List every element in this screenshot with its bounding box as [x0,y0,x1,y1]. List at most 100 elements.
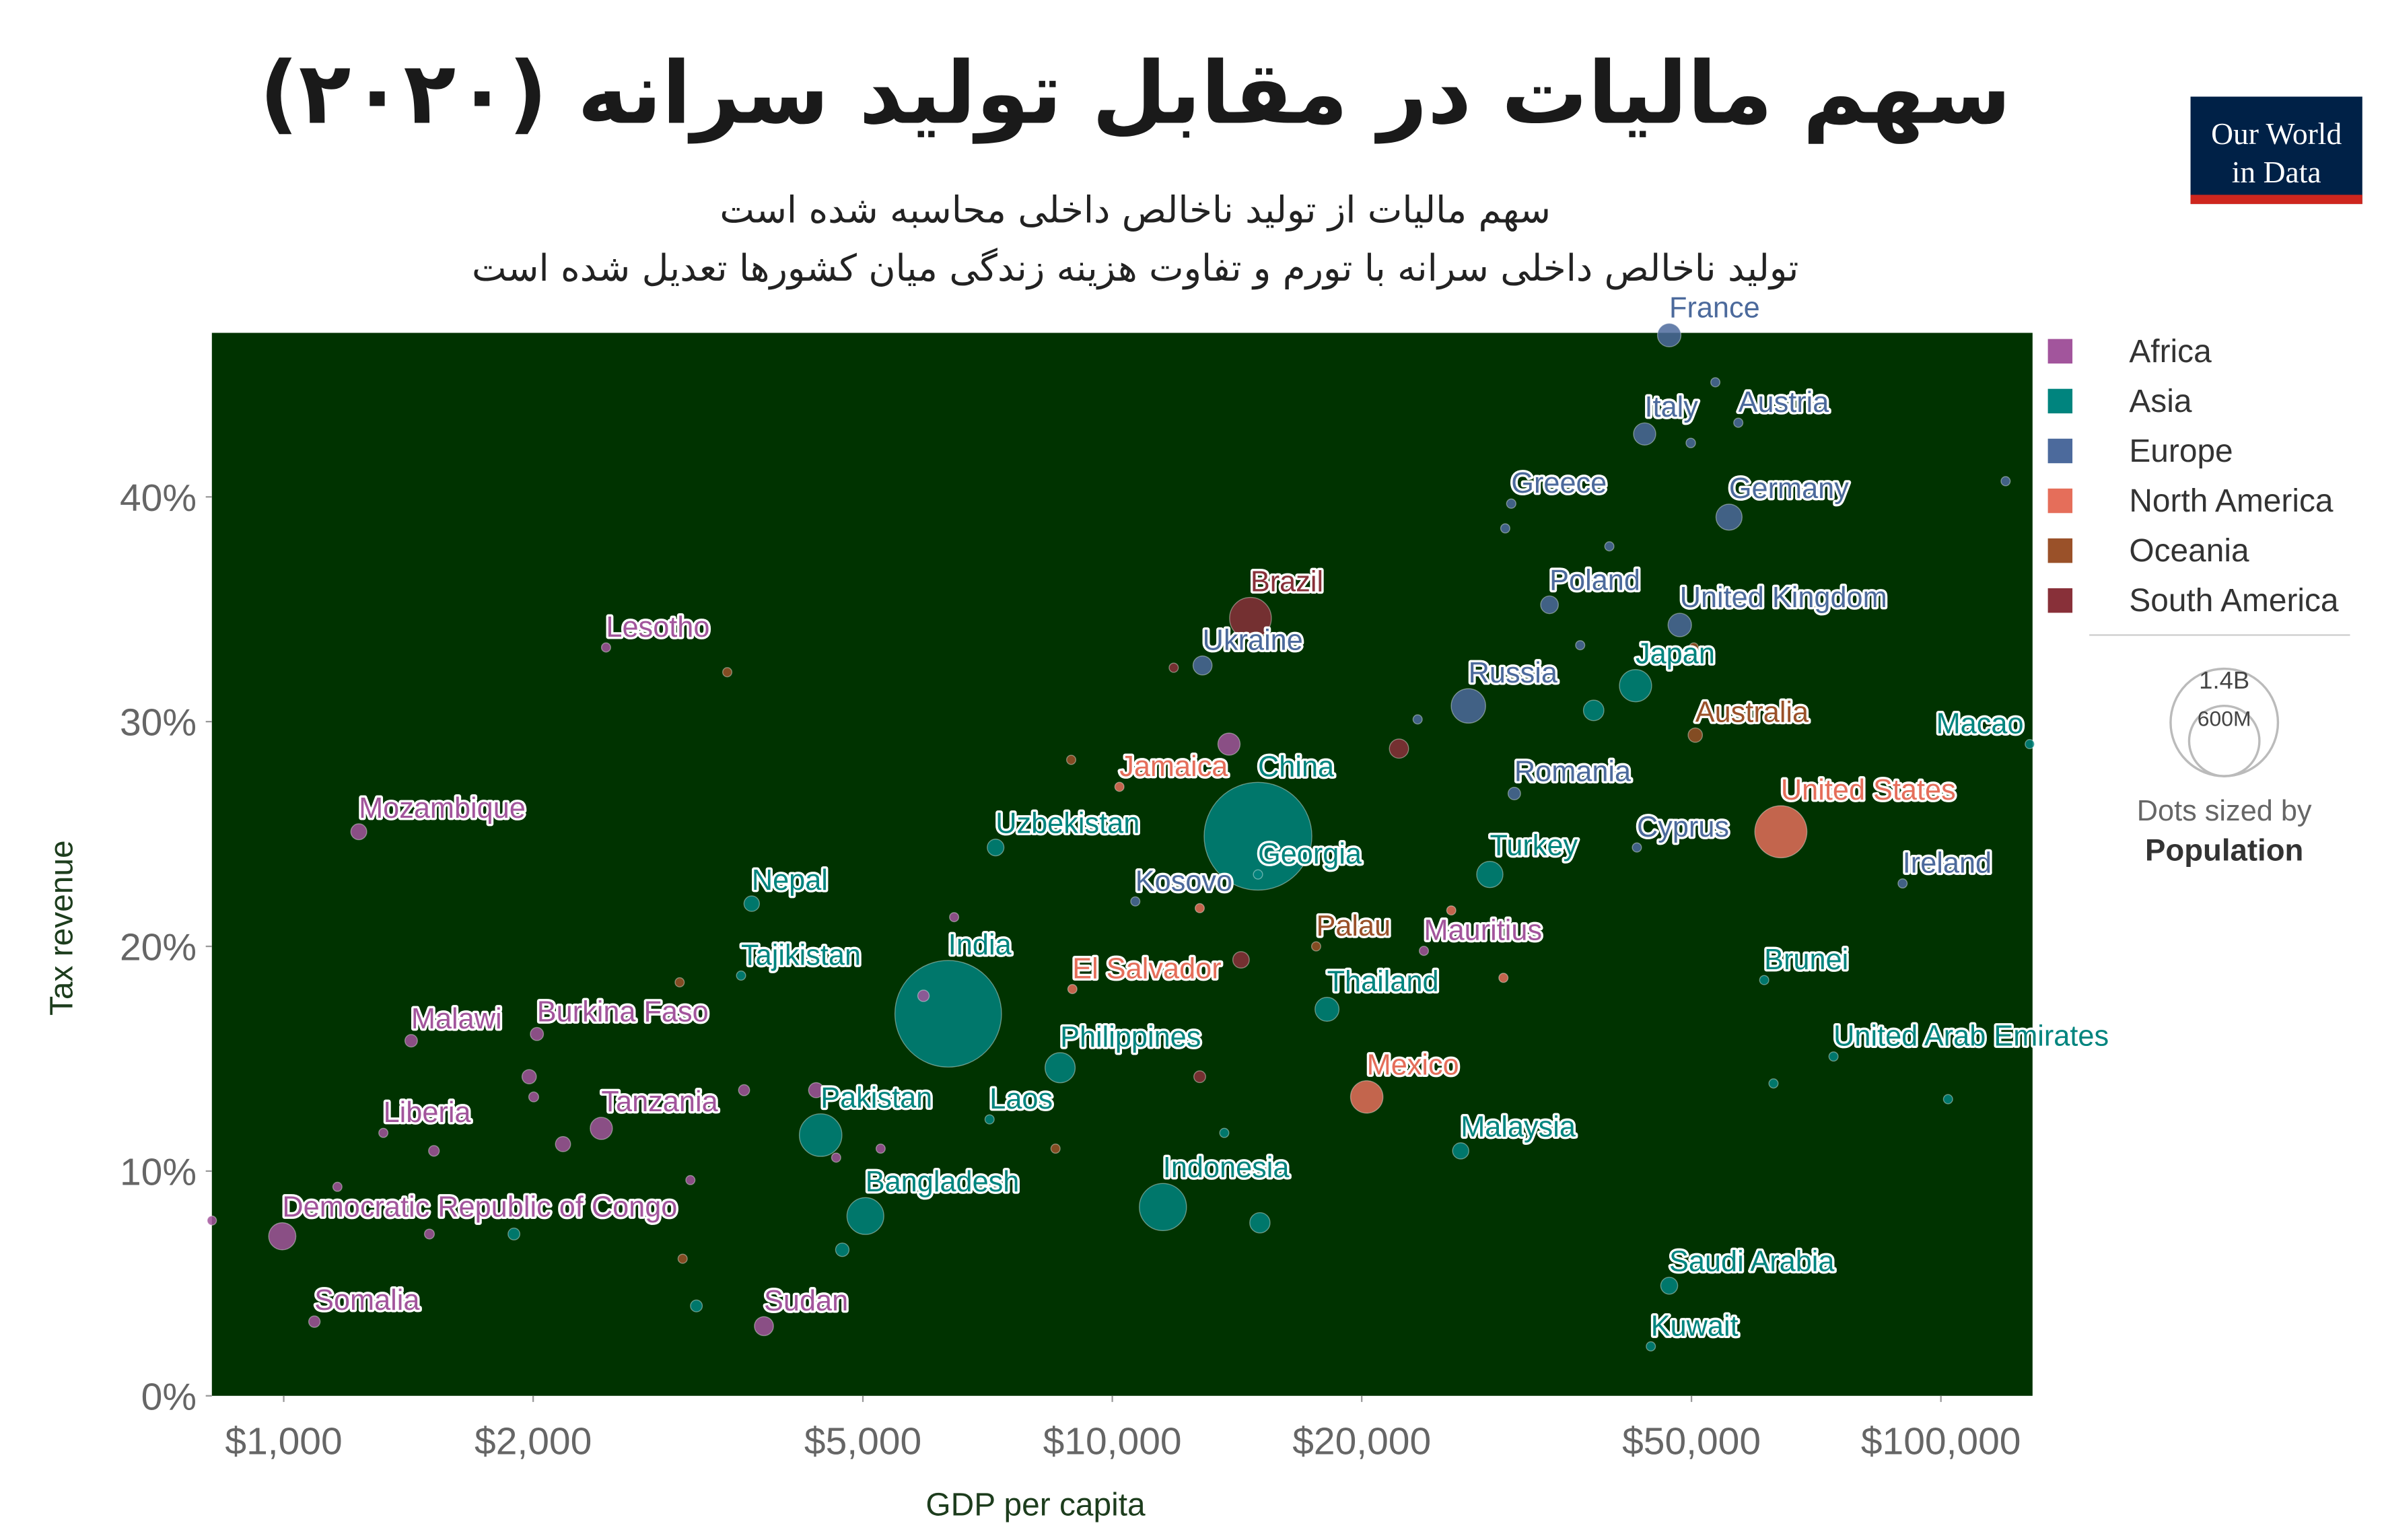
data-point [1768,1078,1779,1089]
data-point [1507,787,1521,800]
data-point [1646,1341,1656,1352]
y-axis-label: Tax revenue [44,840,79,1016]
point-label: Tajikistan [741,939,861,971]
legend-label: South America [2129,583,2339,619]
data-point [1217,732,1241,756]
data-point [846,1197,884,1235]
point-label: Burkina Faso [537,995,709,1028]
data-point [808,1082,825,1098]
data-point [1446,905,1457,916]
data-point [1619,669,1652,703]
data-point [1506,498,1516,509]
point-label: Japan [1636,638,1715,670]
data-point [1314,996,1340,1022]
data-point [677,1253,688,1264]
data-point [1500,523,1510,534]
data-point [1688,642,1699,653]
point-label: Greece [1511,467,1607,499]
data-point [754,1316,774,1337]
data-point [987,838,1005,857]
x-tick-label: $10,000 [1043,1420,1182,1463]
data-point [722,667,733,678]
chart-subtitle: تولید ناخالص داخلی سرانه با تورم و تفاوت… [472,246,1798,289]
point-label: Pakistan [820,1082,932,1115]
data-point [743,895,760,912]
point-label: Uzbekistan [995,808,1140,840]
logo-text: Our World [2211,116,2342,151]
data-point [1232,951,1250,969]
data-point [1476,860,1504,888]
data-point [404,1034,418,1048]
data-point [507,1227,521,1240]
data-point [1114,781,1125,792]
data-point [555,1135,571,1152]
data-point [1660,1276,1679,1295]
x-tick-label: $2,000 [475,1420,592,1463]
point-label: Romania [1514,756,1632,788]
data-point [894,960,1002,1068]
data-point [1897,878,1908,889]
data-point [875,1143,886,1154]
data-point [1067,983,1078,994]
point-label: Mexico [1367,1049,1459,1081]
data-point [798,1113,843,1157]
legend-label: North America [2129,483,2334,519]
point-label: India [948,929,1012,961]
x-tick-label: $5,000 [804,1420,921,1463]
data-point [1710,377,1721,388]
size-legend-label: 600M [2198,706,2251,730]
size-legend-variable: Population [2145,833,2303,867]
point-label: Ukraine [1203,624,1303,656]
x-tick-label: $50,000 [1622,1420,1761,1463]
data-point [1604,541,1615,552]
data-point [835,1242,850,1257]
legend-swatch [2047,388,2073,414]
point-label: Tanzania [601,1086,718,1118]
logo[interactable]: Our World in Data [2190,96,2362,205]
legend-swatch [2047,538,2073,563]
data-point [1685,438,1696,448]
data-point [1194,903,1205,913]
y-tick-label: 40% [120,477,197,520]
chart-title: سهم مالیات در مقابل تولید سرانه (۲۰۲۰) [259,44,2011,143]
point-label: Sudan [764,1285,848,1317]
legend-swatch [2047,488,2073,514]
data-point [690,1299,703,1312]
point-label: El Salvador [1072,953,1221,985]
data-point [1452,1142,1469,1160]
y-tick-label: 30% [120,701,197,744]
y-tick-label: 20% [120,926,197,969]
data-point [590,1117,613,1140]
data-point [1139,1183,1187,1232]
point-label: Mauritius [1424,915,1543,947]
data-point [521,1069,537,1085]
data-point [1349,1080,1384,1114]
data-point [600,642,611,653]
data-point [1249,1212,1271,1234]
data-point [1050,1143,1061,1154]
point-label: Kosovo [1135,865,1232,897]
legend-label: Asia [2129,384,2192,419]
data-point [1219,1127,1230,1138]
data-point [528,1091,540,1102]
data-point [674,977,685,987]
point-label: Russia [1469,657,1558,689]
logo-bar [2190,195,2362,205]
x-tick-label: $100,000 [1861,1420,2021,1463]
legend-label: Africa [2129,334,2212,370]
point-label: Nepal [752,864,828,897]
data-point [1450,688,1486,724]
data-point [1193,1070,1206,1084]
data-point [685,1175,696,1185]
data-point [1065,755,1077,765]
data-point [1045,1052,1076,1084]
data-point [831,1152,841,1163]
data-point [1633,422,1656,446]
data-point [308,1315,321,1328]
point-label: Palau [1316,910,1391,942]
data-point [1168,662,1179,673]
y-tick-label: 10% [120,1150,197,1193]
size-legend-circle [2187,704,2261,777]
data-point [1575,640,1586,651]
